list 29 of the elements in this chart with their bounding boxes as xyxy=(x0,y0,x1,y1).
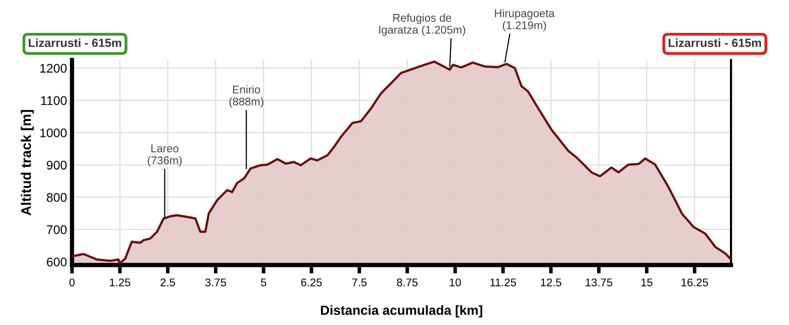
annotation: Lareo (736m) xyxy=(148,144,182,166)
x-tick-label: 8.75 xyxy=(396,278,418,286)
x-tick-label: 12.5 xyxy=(540,278,562,286)
x-tick-label: 11.25 xyxy=(490,278,516,286)
x-tick-label: 13.75 xyxy=(586,278,612,286)
y-tick-label: 700 xyxy=(46,225,67,234)
annotation: Enirio (888m) xyxy=(229,85,264,108)
x-tick-label: 3.75 xyxy=(205,278,226,286)
x-tick-label: 7.5 xyxy=(352,278,367,286)
y-tick-label: 1100 xyxy=(41,96,67,106)
y-tick-label: 600 xyxy=(46,258,67,266)
x-tick-label: 16.25 xyxy=(682,278,708,286)
x-tick-label: 2.5 xyxy=(160,278,176,286)
text: Lizarrusti - 615m xyxy=(28,38,122,48)
x-tick-label: 15 xyxy=(641,278,652,286)
y-tick-label: 800 xyxy=(46,193,67,202)
x-axis-title: Distancia acumulada [km] xyxy=(320,305,482,318)
y-axis-title: Altitud track [m] xyxy=(20,110,34,216)
y-tick-label: 1000 xyxy=(40,128,67,138)
x-tick-label: 10 xyxy=(450,278,461,286)
x-tick-label: 0 xyxy=(69,278,75,286)
x-tick-label: 5 xyxy=(260,278,266,286)
annotation: Hirupagoeta (1.219m) xyxy=(495,9,555,32)
text: Lizarrusti - 615m xyxy=(668,38,762,48)
y-tick-label: 900 xyxy=(46,160,67,170)
x-tick-label: 6.25 xyxy=(301,278,322,286)
x-tick-label: 1.25 xyxy=(110,278,130,286)
annotation: Refugios de Igaratza (1.205m) xyxy=(379,14,466,36)
y-tick-label: 1200 xyxy=(40,64,67,73)
